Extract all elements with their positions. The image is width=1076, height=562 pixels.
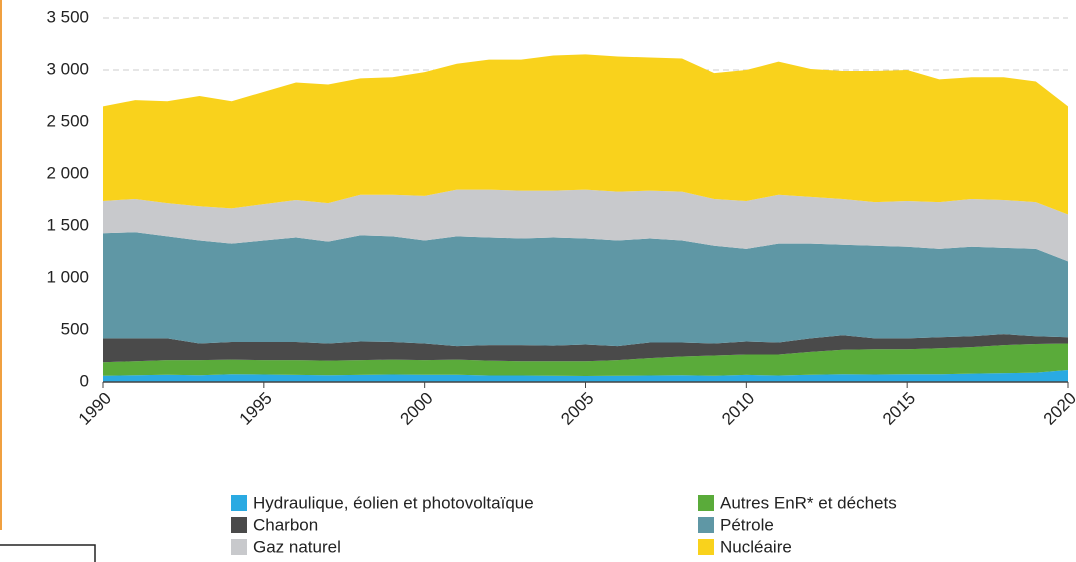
legend-label: Nucléaire [720,537,792,556]
y-tick-label: 2 000 [46,163,89,182]
x-tick-label: 2020 [1040,389,1076,429]
y-tick-label: 0 [80,371,89,390]
x-tick-label: 2000 [396,389,436,429]
area [103,370,1068,382]
y-tick-label: 500 [61,319,89,338]
y-tick-label: 1 500 [46,215,89,234]
frame-corner [0,544,96,562]
y-tick-label: 3 000 [46,59,89,78]
legend-label: Charbon [253,515,318,534]
legend-swatch [231,517,247,533]
legend-swatch [698,539,714,555]
x-tick-label: 1990 [75,389,115,429]
legend-label: Autres EnR* et déchets [720,493,897,512]
area [103,343,1068,376]
legend-swatch [231,539,247,555]
y-tick-label: 3 500 [46,7,89,26]
legend-label: Pétrole [720,515,774,534]
x-tick-label: 1995 [236,389,276,429]
area [103,334,1068,363]
legend-swatch [231,495,247,511]
legend-swatch [698,517,714,533]
area [103,232,1068,347]
area [103,54,1068,215]
y-tick-label: 2 500 [46,111,89,130]
y-tick-label: 1 000 [46,267,89,286]
legend-label: Hydraulique, éolien et photovoltaïque [253,493,534,512]
x-tick-label: 2005 [557,389,597,429]
legend-swatch [698,495,714,511]
x-tick-label: 2015 [879,389,919,429]
x-tick-label: 2010 [718,389,758,429]
area [103,189,1068,262]
legend-label: Gaz naturel [253,537,341,556]
